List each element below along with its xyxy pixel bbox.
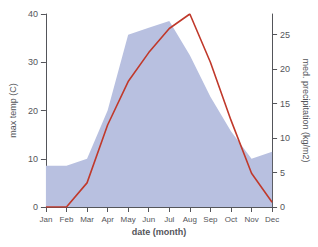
svg-text:Jul: Jul <box>164 215 174 224</box>
svg-text:5: 5 <box>280 168 285 178</box>
svg-text:Sep: Sep <box>203 215 218 224</box>
svg-text:Feb: Feb <box>60 215 74 224</box>
svg-text:30: 30 <box>28 57 38 67</box>
svg-text:Nov: Nov <box>244 215 258 224</box>
svg-text:Apr: Apr <box>101 215 114 224</box>
svg-text:Mar: Mar <box>80 215 94 224</box>
svg-text:Dec: Dec <box>265 215 279 224</box>
svg-text:0: 0 <box>280 202 285 212</box>
svg-text:25: 25 <box>280 30 290 40</box>
svg-text:20: 20 <box>28 106 38 116</box>
svg-text:10: 10 <box>280 133 290 143</box>
svg-text:Oct: Oct <box>225 215 238 224</box>
svg-text:Aug: Aug <box>183 215 197 224</box>
svg-text:15: 15 <box>280 99 290 109</box>
svg-text:0: 0 <box>33 202 38 212</box>
svg-text:10: 10 <box>28 154 38 164</box>
svg-text:med. precipitation (kg/m2): med. precipitation (kg/m2) <box>301 58 311 162</box>
svg-text:date (month): date (month) <box>132 227 187 237</box>
svg-text:May: May <box>121 215 136 224</box>
svg-text:Jun: Jun <box>142 215 155 224</box>
svg-text:40: 40 <box>28 9 38 19</box>
svg-text:20: 20 <box>280 64 290 74</box>
svg-text:Jan: Jan <box>39 215 52 224</box>
svg-text:max temp (C): max temp (C) <box>8 83 18 138</box>
